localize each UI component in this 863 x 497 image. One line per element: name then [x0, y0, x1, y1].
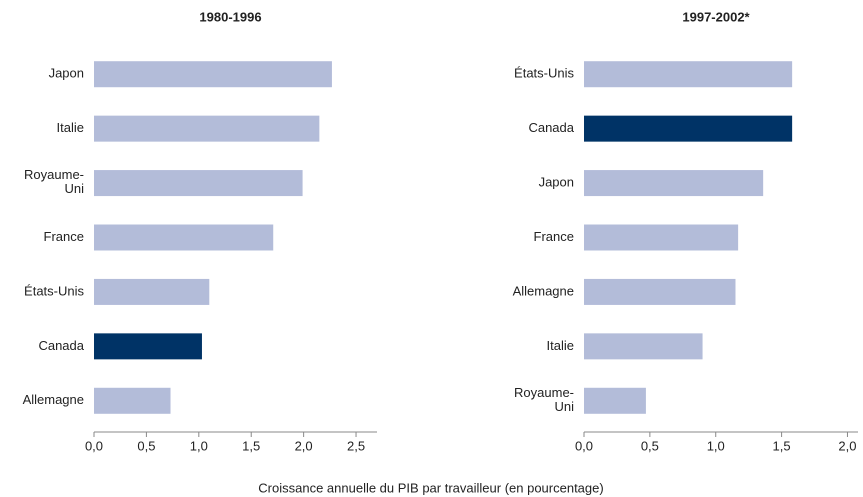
x-tick-label: 0,0: [575, 438, 593, 453]
x-axis-label: Croissance annuelle du PIB par travaille…: [258, 480, 603, 495]
bar: [584, 170, 764, 197]
y-tick-label: Canada: [528, 120, 574, 135]
bar: [584, 115, 793, 142]
x-tick-label: 1,0: [707, 438, 725, 453]
bar: [94, 278, 210, 305]
y-tick-label: Japon: [49, 66, 84, 81]
bar: [94, 61, 332, 88]
y-tick-label: États-Unis: [514, 66, 574, 81]
y-tick-label: Italie: [547, 338, 574, 353]
chart-title: 1980-1996: [199, 9, 261, 24]
x-tick-label: 2,0: [295, 438, 313, 453]
y-tick-label: États-Unis: [24, 283, 84, 298]
x-tick-label: 0,5: [137, 438, 155, 453]
x-tick-label: 2,5: [347, 438, 365, 453]
bar: [94, 387, 171, 414]
y-tick-label: France: [44, 229, 84, 244]
x-tick-label: 0,5: [641, 438, 659, 453]
bar: [94, 170, 303, 197]
bar: [584, 61, 793, 88]
bar: [94, 115, 320, 142]
bar: [94, 333, 202, 360]
chart-title: 1997-2002*: [682, 9, 750, 24]
y-tick-label: Canada: [38, 338, 84, 353]
bar: [94, 224, 274, 251]
x-tick-label: 0,0: [85, 438, 103, 453]
x-tick-label: 1,5: [242, 438, 260, 453]
y-tick-label: Japon: [539, 175, 574, 190]
x-tick-label: 1,0: [190, 438, 208, 453]
y-tick-label: Allemagne: [23, 392, 84, 407]
bar: [584, 333, 703, 360]
bar: [584, 224, 739, 251]
y-tick-label: France: [534, 229, 574, 244]
y-tick-label: Allemagne: [513, 283, 574, 298]
bar: [584, 278, 736, 305]
y-tick-label: Italie: [57, 120, 84, 135]
x-tick-label: 1,5: [773, 438, 791, 453]
bar: [584, 387, 646, 414]
x-tick-label: 2,0: [838, 438, 856, 453]
y-tick-label: Royaume-Uni: [24, 168, 84, 197]
y-tick-label: Royaume-Uni: [514, 385, 574, 414]
